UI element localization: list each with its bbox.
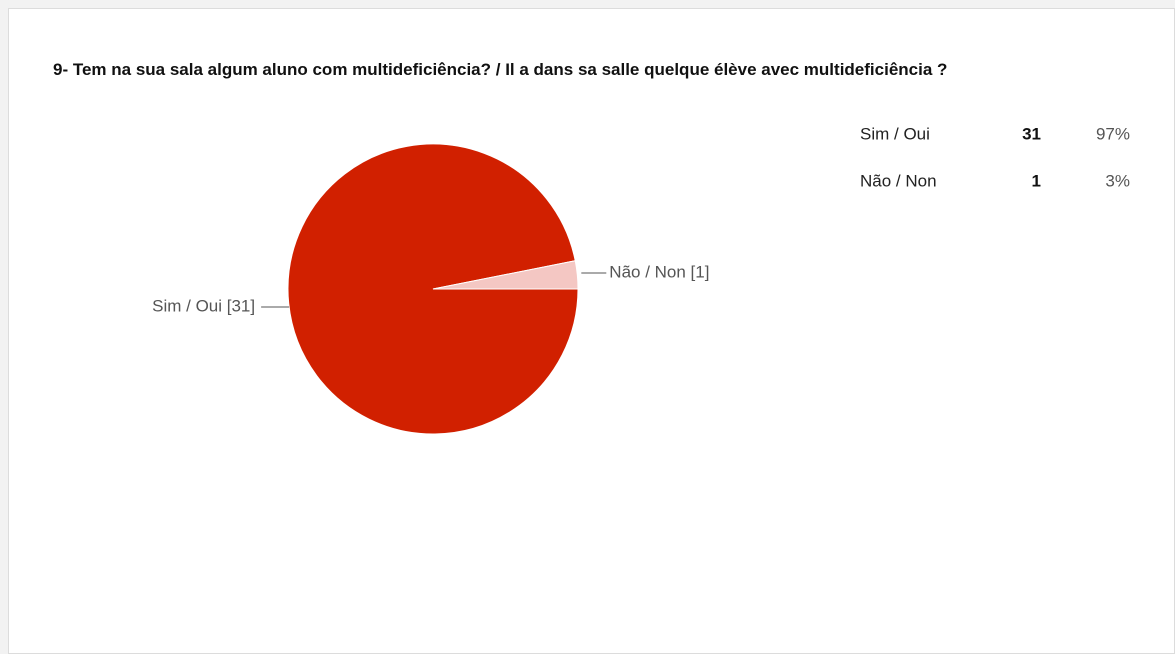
summary-percent: 97% [1096, 124, 1130, 143]
chart-title: 9- Tem na sua sala algum aluno com multi… [53, 60, 948, 79]
summary-count: 31 [1022, 124, 1041, 143]
pie-slice [432, 260, 579, 290]
slice-label: Não / Non [1] [609, 262, 709, 281]
chart-card: 9- Tem na sua sala algum aluno com multi… [8, 8, 1175, 654]
summary-percent: 3% [1105, 171, 1130, 190]
summary-category: Sim / Oui [860, 124, 930, 143]
summary-count: 1 [1032, 171, 1041, 190]
slice-label: Sim / Oui [31] [152, 296, 255, 315]
summary-category: Não / Non [860, 171, 937, 190]
